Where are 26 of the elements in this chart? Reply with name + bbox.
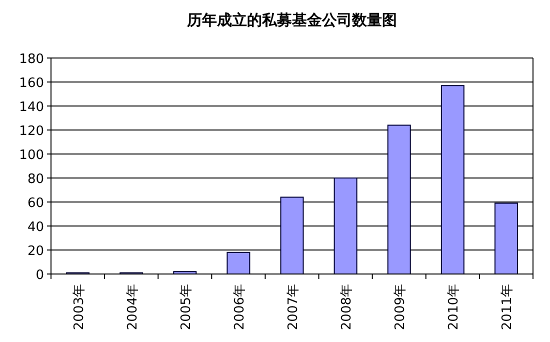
x-tick-label: 2004年 bbox=[125, 284, 140, 330]
x-tick-label: 2011年 bbox=[500, 284, 516, 330]
y-tick-label: 20 bbox=[27, 244, 44, 259]
y-tick-label: 140 bbox=[19, 100, 44, 115]
y-tick-label: 60 bbox=[27, 196, 44, 211]
y-tick-label: 160 bbox=[19, 76, 44, 91]
y-tick-label: 180 bbox=[19, 52, 44, 67]
y-tick-label: 0 bbox=[36, 268, 44, 283]
y-tick-label: 80 bbox=[27, 172, 44, 187]
bar bbox=[387, 124, 411, 274]
y-tick-label: 40 bbox=[27, 220, 44, 235]
bar bbox=[440, 85, 464, 274]
x-tick-label: 2003年 bbox=[72, 284, 87, 330]
bar bbox=[280, 196, 304, 274]
y-tick-label: 100 bbox=[19, 148, 44, 163]
x-tick-label: 2007年 bbox=[286, 284, 301, 330]
bar bbox=[226, 252, 250, 274]
y-tick-label: 120 bbox=[19, 124, 44, 139]
x-tick-label: 2005年 bbox=[178, 284, 194, 330]
x-tick-label: 2006年 bbox=[232, 284, 248, 330]
x-tick-label: 2008年 bbox=[340, 284, 355, 330]
bar bbox=[494, 202, 518, 274]
chart-title: 历年成立的私募基金公司数量图 bbox=[186, 11, 397, 29]
x-tick-label: 2010年 bbox=[446, 284, 462, 330]
x-tick-label: 2009年 bbox=[393, 284, 408, 330]
bar bbox=[334, 178, 358, 274]
